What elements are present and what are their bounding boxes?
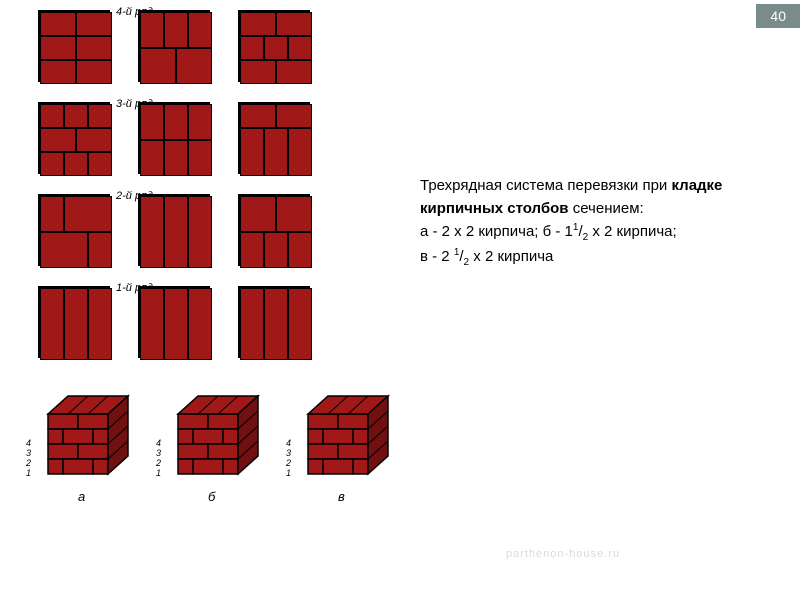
plan-tile [138,194,210,266]
plan-tile [138,102,210,174]
plan-tile [138,10,210,82]
iso-row-numbers: 4 3 2 1 [156,438,161,478]
text-intro: Трехрядная система перевязки при [420,177,671,194]
iso-letter-a: а [78,489,85,504]
plan-tile [238,286,310,358]
iso-block-b: 4 3 2 1 б [168,384,268,504]
text-a: а - 2 х 2 кирпича; б - 1 [420,223,573,240]
page-number-badge: 40 [756,4,800,28]
plan-tile [38,194,110,266]
diagram-area: 4-й ряд 3-й ряд 2-й ряд 1-й ряд 4 3 2 1 … [10,4,410,604]
iso-block-c: 4 3 2 1 в [298,384,398,504]
plan-tile [138,286,210,358]
iso-letter-b: б [208,489,215,504]
iso-row-numbers: 4 3 2 1 [26,438,31,478]
text-c: в - 2 [420,248,454,265]
plan-tile [38,286,110,358]
frac-1-sup: 1 [573,222,579,233]
plan-tile [238,102,310,174]
frac-1-sup-2: 1 [454,247,460,258]
text-c-tail: х 2 кирпича [469,248,553,265]
text-sech: сечением: [569,200,644,217]
plan-tile [38,10,110,82]
isometric-row: 4 3 2 1 а 4 3 2 1 б 4 3 2 1 в [38,384,398,504]
iso-block-a: 4 3 2 1 а [38,384,138,504]
plan-tile-grid [38,10,313,368]
text-b-tail: х 2 кирпича; [588,223,676,240]
description-text: Трехрядная система перевязки при кладке … [420,175,780,270]
iso-letter-c: в [338,489,345,504]
plan-tile [238,194,310,266]
watermark: parthenon-house.ru [506,548,620,560]
iso-row-numbers: 4 3 2 1 [286,438,291,478]
plan-tile [38,102,110,174]
plan-tile [238,10,310,82]
